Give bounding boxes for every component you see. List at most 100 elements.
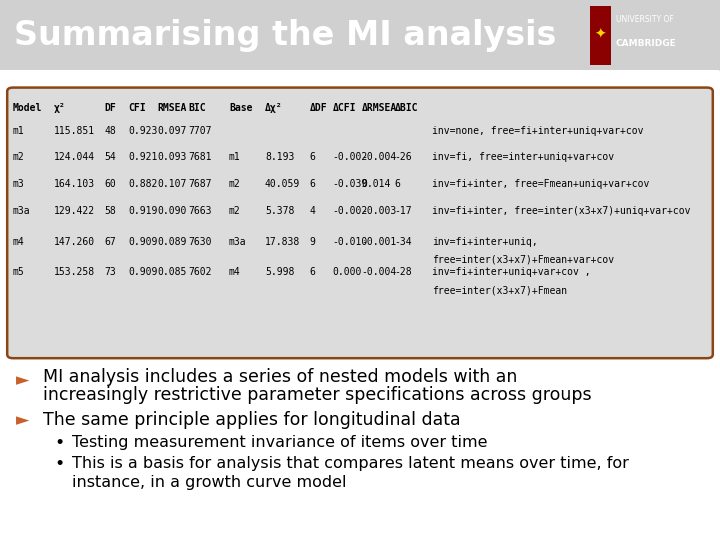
Text: Base: Base	[229, 103, 253, 113]
Text: 153.258: 153.258	[54, 267, 95, 277]
Text: 0.097: 0.097	[157, 126, 186, 136]
Text: Δχ²: Δχ²	[265, 103, 282, 113]
Text: BIC: BIC	[189, 103, 206, 113]
Text: 6: 6	[310, 267, 315, 277]
Text: 54: 54	[104, 152, 116, 162]
Text: 124.044: 124.044	[54, 152, 95, 162]
Text: 5.378: 5.378	[265, 206, 294, 216]
Text: 48: 48	[104, 126, 116, 136]
Text: 60: 60	[104, 179, 116, 189]
Text: -0.001: -0.001	[361, 237, 397, 247]
Text: inv=fi+inter, free=Fmean+uniq+var+cov: inv=fi+inter, free=Fmean+uniq+var+cov	[432, 179, 649, 189]
Text: 0.921: 0.921	[128, 152, 158, 162]
Text: 0.085: 0.085	[157, 267, 186, 277]
Text: -0.003: -0.003	[361, 206, 397, 216]
Text: 0.107: 0.107	[157, 179, 186, 189]
Text: ✦: ✦	[595, 28, 606, 42]
Text: m1: m1	[229, 152, 240, 162]
Text: m1: m1	[13, 126, 24, 136]
Text: 0.014: 0.014	[361, 179, 391, 189]
Text: m3a: m3a	[229, 237, 246, 247]
Text: m4: m4	[229, 267, 240, 277]
Text: -0.004: -0.004	[361, 152, 397, 162]
Text: -34: -34	[395, 237, 412, 247]
FancyBboxPatch shape	[590, 5, 611, 65]
Text: 8.193: 8.193	[265, 152, 294, 162]
Text: 0.923: 0.923	[128, 126, 158, 136]
Text: -26: -26	[395, 152, 412, 162]
Text: This is a basis for analysis that compares latent means over time, for: This is a basis for analysis that compar…	[72, 456, 629, 471]
Text: 0.089: 0.089	[157, 237, 186, 247]
Text: DF: DF	[104, 103, 116, 113]
Text: m2: m2	[229, 206, 240, 216]
Text: 9: 9	[310, 237, 315, 247]
Text: UNIVERSITY OF: UNIVERSITY OF	[616, 15, 673, 24]
Text: ►: ►	[16, 411, 30, 429]
Text: CFI: CFI	[128, 103, 145, 113]
Text: m4: m4	[13, 237, 24, 247]
Text: -0.039: -0.039	[333, 179, 368, 189]
Text: 6: 6	[395, 179, 400, 189]
Text: inv=fi+inter+uniq,: inv=fi+inter+uniq,	[432, 237, 538, 247]
Text: ΔRMSEA: ΔRMSEA	[361, 103, 397, 113]
Text: 0.909: 0.909	[128, 237, 158, 247]
Text: Summarising the MI analysis: Summarising the MI analysis	[14, 18, 557, 52]
Text: increasingly restrictive parameter specifications across groups: increasingly restrictive parameter speci…	[43, 386, 592, 404]
Text: -28: -28	[395, 267, 412, 277]
Text: -17: -17	[395, 206, 412, 216]
Text: -0.010: -0.010	[333, 237, 368, 247]
Text: inv=fi, free=inter+uniq+var+cov: inv=fi, free=inter+uniq+var+cov	[432, 152, 614, 162]
Text: 0.882: 0.882	[128, 179, 158, 189]
Text: inv=fi+inter+uniq+var+cov ,: inv=fi+inter+uniq+var+cov ,	[432, 267, 590, 277]
Text: 7681: 7681	[189, 152, 212, 162]
Text: m2: m2	[229, 179, 240, 189]
Text: 67: 67	[104, 237, 116, 247]
Text: 58: 58	[104, 206, 116, 216]
Text: •: •	[54, 434, 64, 452]
Text: instance, in a growth curve model: instance, in a growth curve model	[72, 475, 346, 490]
Text: 115.851: 115.851	[54, 126, 95, 136]
Text: 7602: 7602	[189, 267, 212, 277]
Text: inv=fi+inter, free=inter(x3+x7)+uniq+var+cov: inv=fi+inter, free=inter(x3+x7)+uniq+var…	[432, 206, 690, 216]
Text: -0.002: -0.002	[333, 206, 368, 216]
Text: χ²: χ²	[54, 103, 66, 113]
Text: 73: 73	[104, 267, 116, 277]
Text: 6: 6	[310, 179, 315, 189]
Text: ΔCFI: ΔCFI	[333, 103, 356, 113]
Text: free=inter(x3+x7)+Fmean: free=inter(x3+x7)+Fmean	[432, 285, 567, 295]
Text: m3a: m3a	[13, 206, 30, 216]
Text: 40.059: 40.059	[265, 179, 300, 189]
Text: m5: m5	[13, 267, 24, 277]
Text: ΔDF: ΔDF	[310, 103, 327, 113]
Text: 7707: 7707	[189, 126, 212, 136]
Text: free=inter(x3+x7)+Fmean+var+cov: free=inter(x3+x7)+Fmean+var+cov	[432, 254, 614, 265]
Text: Model: Model	[13, 103, 42, 113]
Text: Testing measurement invariance of items over time: Testing measurement invariance of items …	[72, 435, 487, 450]
Text: ΔBIC: ΔBIC	[395, 103, 418, 113]
Text: •: •	[54, 455, 64, 473]
Text: 4: 4	[310, 206, 315, 216]
Text: 6: 6	[310, 152, 315, 162]
FancyBboxPatch shape	[0, 69, 720, 540]
Text: m3: m3	[13, 179, 24, 189]
Text: The same principle applies for longitudinal data: The same principle applies for longitudi…	[43, 411, 461, 429]
Text: 0.000: 0.000	[333, 267, 362, 277]
Text: 7687: 7687	[189, 179, 212, 189]
FancyBboxPatch shape	[7, 87, 713, 358]
Text: inv=none, free=fi+inter+uniq+var+cov: inv=none, free=fi+inter+uniq+var+cov	[432, 126, 644, 136]
Text: 164.103: 164.103	[54, 179, 95, 189]
Text: 147.260: 147.260	[54, 237, 95, 247]
Text: 7630: 7630	[189, 237, 212, 247]
Text: 0.909: 0.909	[128, 267, 158, 277]
Text: -0.004: -0.004	[361, 267, 397, 277]
Text: 0.090: 0.090	[157, 206, 186, 216]
Text: 0.093: 0.093	[157, 152, 186, 162]
Text: m2: m2	[13, 152, 24, 162]
Text: 0.919: 0.919	[128, 206, 158, 216]
Text: RMSEA: RMSEA	[157, 103, 186, 113]
Text: -0.002: -0.002	[333, 152, 368, 162]
Text: 5.998: 5.998	[265, 267, 294, 277]
Text: ►: ►	[16, 372, 30, 389]
Text: 7663: 7663	[189, 206, 212, 216]
Text: 17.838: 17.838	[265, 237, 300, 247]
